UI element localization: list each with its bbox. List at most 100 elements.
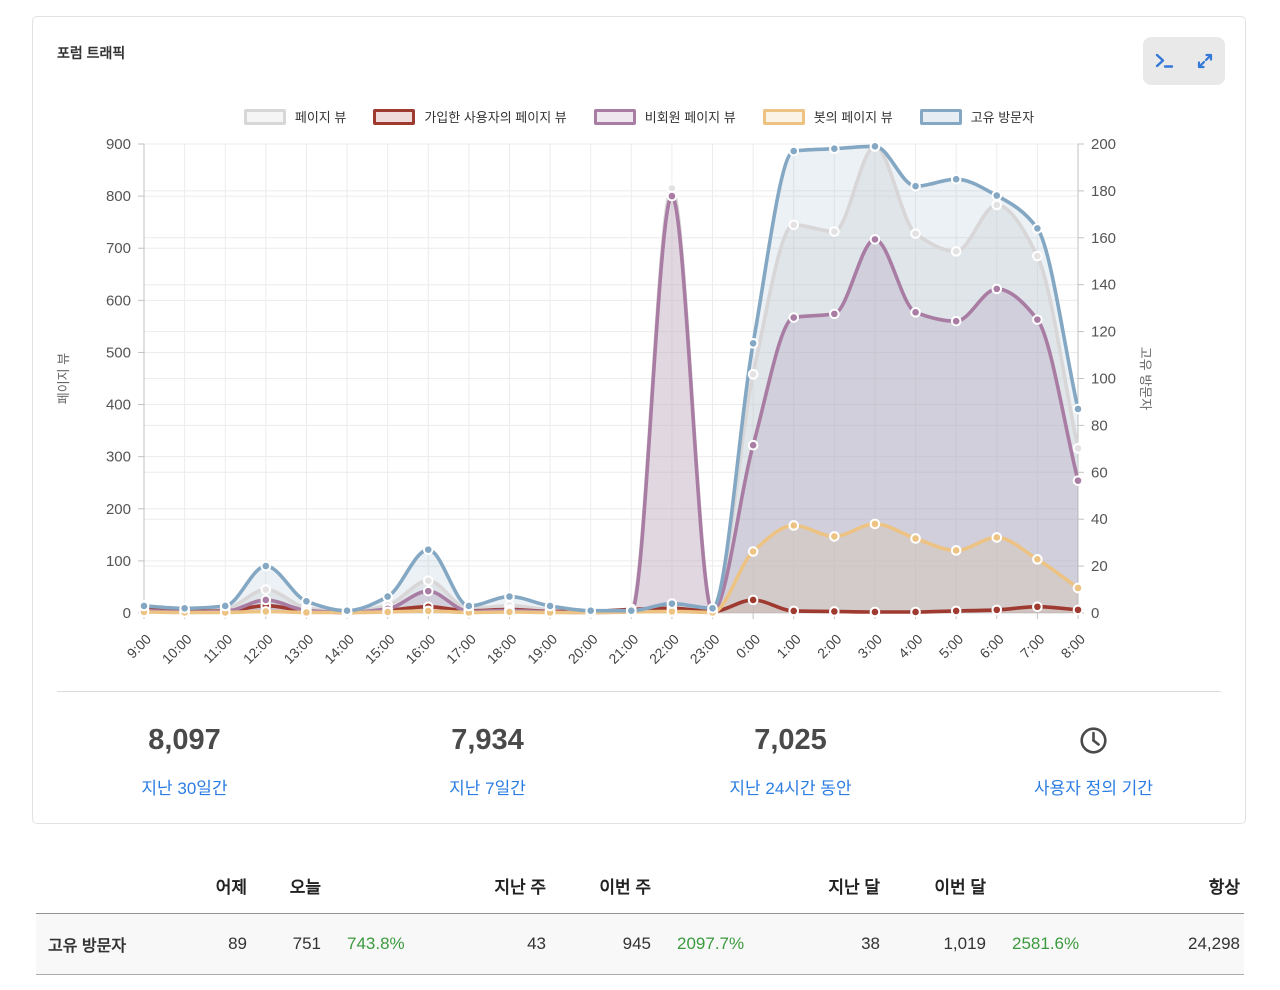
stat-last-7-days: 7,934 지난 7일간: [336, 717, 639, 799]
unique-visitors-table: 어제 오늘 지난 주 이번 주 지난 달 이번 달 항상 고유 방문자 89 751 743.8%…: [36, 858, 1244, 975]
x-axis-tick: 15:00: [362, 631, 398, 667]
series-point: [463, 600, 475, 612]
series-point: [991, 190, 1003, 201]
row-label: 고유 방문자: [48, 938, 127, 955]
series-point: [869, 234, 881, 245]
stat-period-link[interactable]: 지난 7일간: [449, 779, 526, 798]
right-axis-tick: 60: [1091, 464, 1108, 481]
series-point: [666, 190, 678, 202]
stat-value: 7,025: [754, 723, 827, 756]
series-point: [1072, 403, 1084, 415]
x-axis-tick: 9:00: [124, 631, 155, 662]
traffic-chart: 0 100 200 300 400 500 600 700 800 900 0 20 40 60 80 100…: [56, 136, 1153, 667]
x-axis-tick: 17:00: [443, 631, 479, 667]
series-point: [829, 531, 840, 542]
series-point: [829, 226, 840, 237]
col-header-0: 어제: [215, 878, 247, 897]
series-point: [788, 605, 800, 617]
series-point: [219, 600, 231, 612]
legend-item-4[interactable]: 고유 방문자: [919, 107, 1035, 126]
table-cell-1: 751: [292, 934, 321, 953]
series-point: [341, 605, 353, 616]
series-point: [910, 180, 921, 192]
table-cell-2: 743.8%: [347, 934, 405, 953]
left-axis-tick: 500: [106, 344, 131, 361]
expand-button[interactable]: [1184, 37, 1225, 85]
terminal-button[interactable]: [1143, 37, 1184, 85]
x-axis-tick: 22:00: [646, 631, 682, 667]
legend-item-2[interactable]: 비회원 페이지 뷰: [593, 107, 736, 126]
series-point: [422, 544, 434, 555]
series-point: [910, 533, 921, 544]
series-point: [382, 606, 393, 618]
x-axis-tick: 8:00: [1058, 631, 1089, 662]
series-point: [1032, 554, 1043, 565]
col-header-empty: [990, 858, 1105, 914]
legend-label: 페이지 뷰: [294, 110, 347, 125]
terminal-icon: [1155, 53, 1173, 68]
right-axis-tick: 100: [1091, 371, 1116, 388]
series-point: [1032, 250, 1043, 262]
legend-label: 가입한 사용자의 페이지 뷰: [424, 110, 567, 125]
series-point: [869, 606, 881, 618]
series-point: [950, 315, 962, 327]
col-header-7: 이번 달: [934, 878, 986, 897]
x-axis-tick: 3:00: [854, 631, 885, 662]
left-axis-tick: 700: [106, 240, 131, 257]
legend-item-1[interactable]: 가입한 사용자의 페이지 뷰: [373, 107, 567, 126]
series-point: [260, 584, 272, 595]
legend-label: 비회원 페이지 뷰: [644, 110, 736, 125]
left-axis-tick: 100: [106, 553, 131, 570]
table-row: 고유 방문자 89 751 743.8% 43 945 2097.7% 38 1,019 2581…: [36, 913, 1244, 975]
left-axis-tick: 400: [106, 397, 131, 414]
series-point: [747, 546, 759, 557]
table-corner-cell: [36, 858, 176, 914]
x-axis-tick: 2:00: [814, 631, 845, 662]
series-point: [707, 603, 718, 614]
x-axis-tick: 1:00: [773, 631, 804, 662]
left-axis-tick: 0: [123, 605, 131, 622]
clock-icon-wrap: [942, 717, 1245, 763]
legend-label: 고유 방문자: [970, 110, 1035, 125]
series-point: [1072, 582, 1084, 594]
stat-period-link[interactable]: 지난 30일간: [141, 779, 228, 798]
x-axis-tick: 4:00: [895, 631, 926, 662]
col-header-3: 지난 주: [494, 878, 546, 897]
series-point: [260, 606, 272, 617]
series-point: [991, 604, 1003, 616]
stat-value: 8,097: [148, 723, 221, 756]
series-area-0: [144, 146, 1078, 613]
x-axis-tick: 10:00: [159, 631, 195, 667]
x-axis-tick: 12:00: [240, 631, 276, 667]
series-point: [950, 545, 962, 556]
right-axis-tick: 0: [1091, 605, 1099, 622]
x-axis-tick: 0:00: [733, 631, 764, 662]
series-point: [910, 606, 921, 618]
series-point: [422, 605, 434, 617]
series-point: [747, 338, 759, 349]
col-header-1: 오늘: [289, 878, 321, 897]
table-cell-7: 1,019: [943, 934, 986, 953]
legend-item-0[interactable]: 페이지 뷰: [243, 107, 347, 126]
legend-item-3[interactable]: 봇의 페이지 뷰: [762, 107, 893, 126]
x-axis-tick: 16:00: [402, 631, 438, 667]
table-header-row: 어제 오늘 지난 주 이번 주 지난 달 이번 달 항상: [36, 858, 1244, 914]
series-point: [1072, 604, 1084, 616]
stat-period-link[interactable]: 사용자 정의 기간: [1034, 779, 1153, 798]
x-axis-tick: 6:00: [976, 631, 1007, 662]
col-header-4: 이번 주: [599, 878, 651, 897]
right-axis-tick: 200: [1091, 136, 1116, 153]
x-axis-tick: 11:00: [200, 631, 236, 667]
stat-period-link[interactable]: 지난 24시간 동안: [729, 779, 852, 798]
stat-custom-period: 사용자 정의 기간: [942, 717, 1245, 799]
stat-value: 7,934: [451, 723, 524, 756]
left-axis-tick: 600: [106, 292, 131, 309]
series-point: [138, 600, 150, 612]
right-axis-tick: 180: [1091, 183, 1116, 200]
table-cell-9: 24,298: [1188, 934, 1240, 953]
col-header-9: 항상: [1208, 878, 1240, 897]
series-point: [788, 219, 800, 231]
series-point: [788, 145, 800, 157]
series-point: [829, 143, 840, 154]
right-axis-tick: 20: [1091, 558, 1108, 575]
